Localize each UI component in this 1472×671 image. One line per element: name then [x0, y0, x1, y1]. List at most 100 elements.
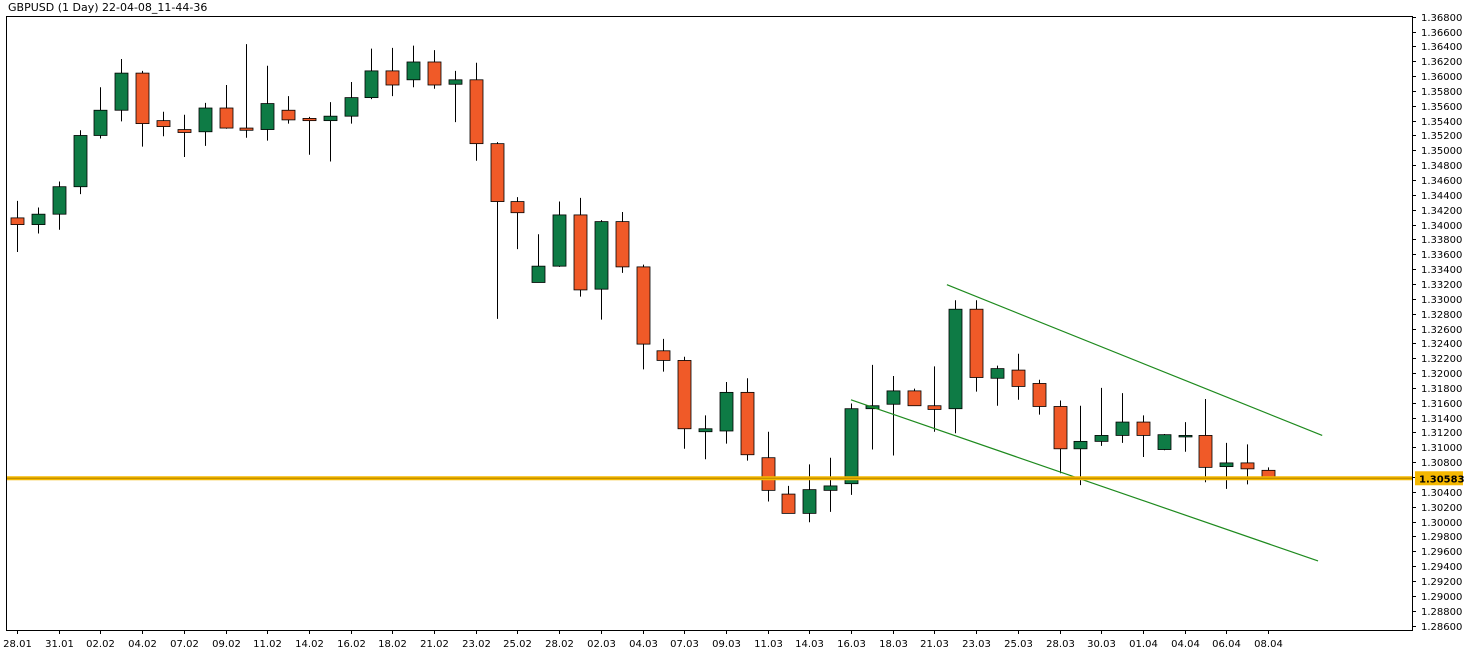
candle[interactable]: [114, 59, 129, 122]
candle[interactable]: [552, 201, 567, 267]
candle[interactable]: [344, 82, 359, 124]
candle[interactable]: [1073, 405, 1088, 486]
candle[interactable]: [1136, 415, 1151, 457]
candle-body-bullish: [844, 408, 859, 485]
x-tick-label: 07.02: [170, 639, 199, 650]
channel-lower-trendline[interactable]: [850, 399, 1319, 562]
chart-title: GBPUSD (1 Day) 22-04-08_11-44-36: [8, 1, 208, 14]
x-tick-label: 25.03: [1004, 639, 1033, 650]
candle[interactable]: [594, 220, 609, 320]
candle-body-bullish: [260, 103, 275, 130]
y-tick-label: 1.32000: [1421, 369, 1462, 380]
candle[interactable]: [10, 200, 25, 253]
candle[interactable]: [948, 300, 963, 434]
candle[interactable]: [823, 457, 838, 512]
candle[interactable]: [490, 142, 505, 319]
candle[interactable]: [1094, 387, 1109, 446]
candle-body-bullish: [990, 368, 1005, 379]
candle[interactable]: [636, 264, 651, 370]
candle[interactable]: [198, 102, 213, 146]
candle-body-bullish: [114, 72, 129, 111]
candle[interactable]: [990, 365, 1005, 406]
candle[interactable]: [677, 356, 692, 449]
candle[interactable]: [573, 197, 588, 297]
candle-body-bearish: [1011, 369, 1026, 387]
candle[interactable]: [156, 111, 171, 137]
candle[interactable]: [698, 415, 713, 460]
candle-body-bearish: [510, 201, 525, 214]
candle[interactable]: [1198, 399, 1213, 483]
candle-body-bullish: [364, 70, 379, 99]
candle[interactable]: [1011, 353, 1026, 400]
candle[interactable]: [656, 338, 671, 372]
candle-body-bullish: [1178, 435, 1193, 438]
candle[interactable]: [427, 50, 442, 89]
candle-body-bearish: [1261, 469, 1276, 478]
candle[interactable]: [740, 378, 755, 461]
candle[interactable]: [448, 70, 463, 123]
candle[interactable]: [385, 47, 400, 97]
candle[interactable]: [281, 96, 296, 124]
candle-body-bearish: [156, 120, 171, 127]
candle[interactable]: [1157, 433, 1172, 451]
candle-body-bullish: [886, 390, 901, 405]
y-tick-label: 1.32400: [1421, 339, 1462, 350]
candle[interactable]: [1053, 400, 1068, 474]
x-tick-label: 02.02: [86, 639, 115, 650]
candle[interactable]: [239, 44, 254, 138]
y-tick-label: 1.29800: [1421, 532, 1462, 543]
candle[interactable]: [719, 381, 734, 444]
x-tick-label: 28.01: [3, 639, 32, 650]
candle[interactable]: [510, 197, 525, 250]
candle[interactable]: [52, 181, 67, 230]
candle[interactable]: [886, 376, 901, 456]
candle[interactable]: [969, 300, 984, 392]
candle[interactable]: [1115, 393, 1130, 443]
candle[interactable]: [364, 48, 379, 100]
candle[interactable]: [302, 116, 317, 155]
candle[interactable]: [93, 87, 108, 139]
channel-upper-trendline[interactable]: [946, 284, 1323, 436]
candle[interactable]: [406, 45, 421, 88]
x-tick-label: 28.03: [1046, 639, 1075, 650]
candle-body-bullish: [93, 109, 108, 136]
candle[interactable]: [177, 114, 192, 158]
y-tick-label: 1.35400: [1421, 117, 1462, 128]
y-tick-label: 1.36400: [1421, 42, 1462, 53]
y-tick-label: 1.35200: [1421, 131, 1462, 142]
candle[interactable]: [260, 65, 275, 141]
candle[interactable]: [615, 211, 630, 273]
candle[interactable]: [844, 403, 859, 495]
y-tick-label: 1.32800: [1421, 310, 1462, 321]
y-tick-label: 1.32200: [1421, 354, 1462, 365]
candle[interactable]: [761, 431, 776, 502]
candle-body-bullish: [406, 61, 421, 81]
x-tick-label: 23.03: [962, 639, 991, 650]
candle[interactable]: [219, 84, 234, 129]
candle[interactable]: [781, 485, 796, 514]
y-tick-label: 1.34000: [1421, 221, 1462, 232]
y-tick-label: 1.35000: [1421, 146, 1462, 157]
candle[interactable]: [469, 62, 484, 161]
candle[interactable]: [802, 464, 817, 523]
candle-body-bullish: [594, 221, 609, 290]
y-tick-label: 1.29600: [1421, 547, 1462, 558]
y-tick-label: 1.31600: [1421, 399, 1462, 410]
candle[interactable]: [531, 234, 546, 283]
candle[interactable]: [927, 366, 942, 432]
candle[interactable]: [31, 207, 46, 234]
candle[interactable]: [73, 130, 88, 195]
x-tick-label: 04.03: [629, 639, 658, 650]
axis-layer: 1.28600 1.28800 1.29000 1.29200 1.29400 1.296…: [3, 13, 1462, 650]
candle-body-bullish: [802, 489, 817, 514]
candle-body-bullish: [719, 391, 734, 432]
candle[interactable]: [1219, 442, 1234, 489]
candle[interactable]: [1032, 379, 1047, 415]
candle[interactable]: [135, 70, 150, 147]
y-tick-label: 1.31200: [1421, 428, 1462, 439]
candle[interactable]: [907, 388, 922, 407]
candle[interactable]: [323, 102, 338, 162]
candle[interactable]: [1178, 422, 1193, 452]
y-tick-label: 1.28800: [1421, 607, 1462, 618]
